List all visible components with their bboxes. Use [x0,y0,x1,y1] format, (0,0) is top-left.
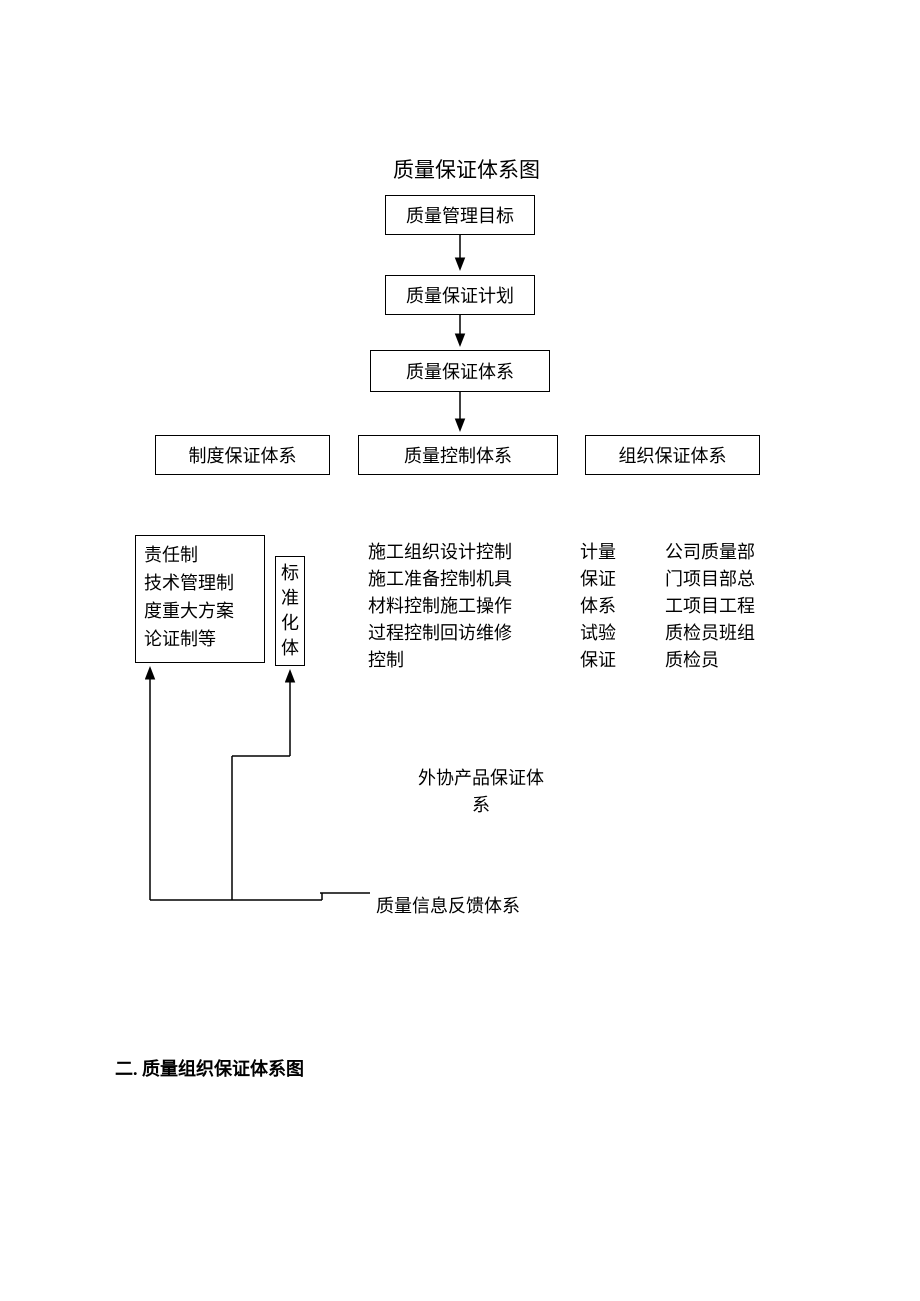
box-quality-mgmt-goal: 质量管理目标 [385,195,535,235]
page-title: 质量保证体系图 [393,154,540,184]
box-institution-system: 制度保证体系 [155,435,330,475]
text-external-product: 外协产品保证体 系 [418,765,544,819]
text-quality-feedback: 质量信息反馈体系 [376,893,520,920]
text-construction-control: 施工组织设计控制 施工准备控制机具 材料控制施工操作 过程控制回访维修 控制 [368,539,512,674]
box-label: 标 准 化 体 [281,561,299,662]
box-label: 质量控制体系 [404,442,512,468]
box-quality-control-system: 质量控制体系 [358,435,558,475]
text-measurement-assure: 计量 保证 体系 试验 保证 [580,539,616,674]
box-label: 制度保证体系 [189,442,297,468]
box-quality-assure-plan: 质量保证计划 [385,275,535,315]
box-label: 责任制 技术管理制 度重大方案 论证制等 [144,542,234,654]
box-standardization: 标 准 化 体 [275,556,305,666]
box-quality-assure-system: 质量保证体系 [370,350,550,392]
text-company-quality: 公司质量部 门项目部总 工项目工程 质检员班组 质检员 [665,539,755,674]
box-org-assure-system: 组织保证体系 [585,435,760,475]
box-label: 组织保证体系 [619,442,727,468]
box-label: 质量管理目标 [406,202,514,228]
box-responsibility: 责任制 技术管理制 度重大方案 论证制等 [135,535,265,663]
section-2-title: 二. 质量组织保证体系图 [115,1055,304,1081]
box-label: 质量保证计划 [406,282,514,308]
box-label: 质量保证体系 [406,358,514,384]
